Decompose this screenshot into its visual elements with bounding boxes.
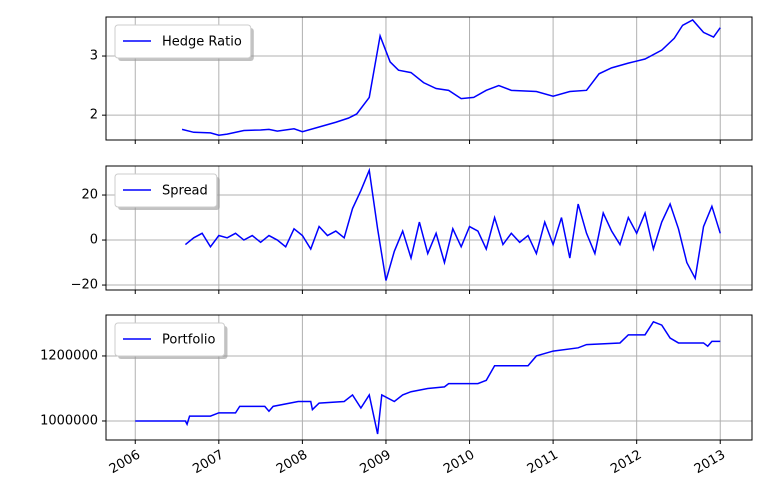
- x-tick-label: 2009: [358, 448, 394, 478]
- y-tick-label: 1200000: [40, 348, 98, 363]
- legend-label: Spread: [162, 184, 208, 199]
- series-line: [184, 167, 721, 281]
- legend-box: [114, 322, 225, 357]
- y-tick-label: 3: [90, 49, 98, 64]
- legend-label: Hedge Ratio: [162, 35, 242, 50]
- axes-frame: [105, 16, 753, 141]
- x-tick-label: 2012: [608, 448, 644, 478]
- legend-box: [114, 24, 252, 59]
- x-tick-label: 2007: [190, 448, 226, 478]
- x-tick-label: 2011: [525, 448, 561, 478]
- legend: Hedge Ratio: [114, 24, 254, 61]
- series-line: [181, 19, 721, 137]
- y-tick-label: 0: [90, 233, 98, 248]
- y-tick-label: 2: [90, 108, 98, 123]
- axes-frame: [105, 165, 753, 291]
- legend-label: Portfolio: [162, 333, 216, 348]
- legend-box: [114, 173, 218, 208]
- x-tick-label: 2008: [274, 448, 310, 478]
- legend: Spread: [114, 173, 220, 210]
- x-tick-label: 2010: [441, 448, 477, 478]
- x-tick-label: 2006: [107, 448, 143, 478]
- y-tick-label: 1000000: [40, 413, 98, 428]
- y-tick-label: −20: [71, 278, 98, 293]
- x-tick-label: 2013: [692, 448, 728, 478]
- legend: Portfolio: [114, 322, 228, 359]
- axes-frame: [105, 314, 753, 441]
- y-tick-label: 20: [81, 188, 98, 203]
- series-line: [135, 320, 721, 435]
